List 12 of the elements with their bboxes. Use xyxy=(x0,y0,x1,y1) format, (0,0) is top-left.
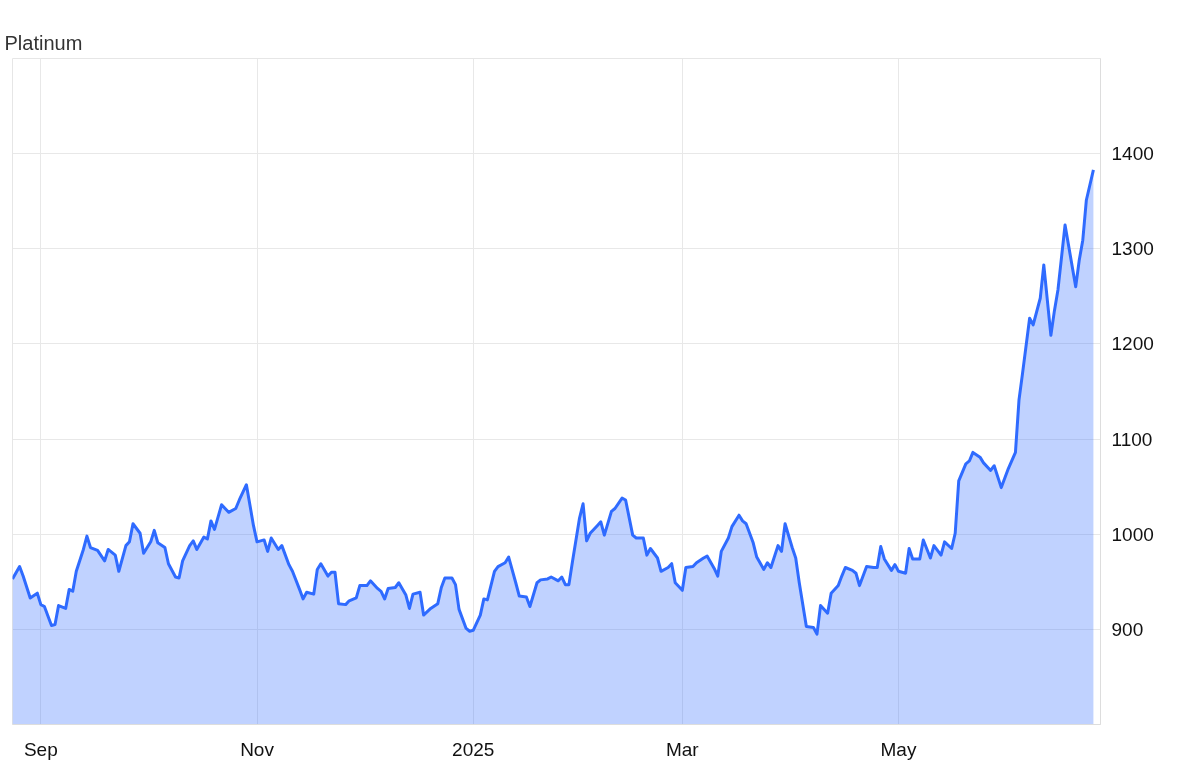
y-tick-label: 900 xyxy=(1111,618,1144,640)
y-tick-label: 1400 xyxy=(1111,143,1154,165)
chart-title: Platinum xyxy=(4,31,83,54)
x-tick-label: Nov xyxy=(240,738,275,760)
x-tick-label: Sep xyxy=(23,738,58,760)
x-tick-label: Mar xyxy=(665,738,700,760)
x-tick-label: 2025 xyxy=(452,738,495,760)
y-tick-label: 1100 xyxy=(1111,428,1153,450)
y-tick-label: 1000 xyxy=(1111,523,1154,545)
x-tick-label: May xyxy=(880,738,917,760)
y-tick-label: 1300 xyxy=(1111,238,1154,260)
y-tick-label: 1200 xyxy=(1111,333,1154,355)
